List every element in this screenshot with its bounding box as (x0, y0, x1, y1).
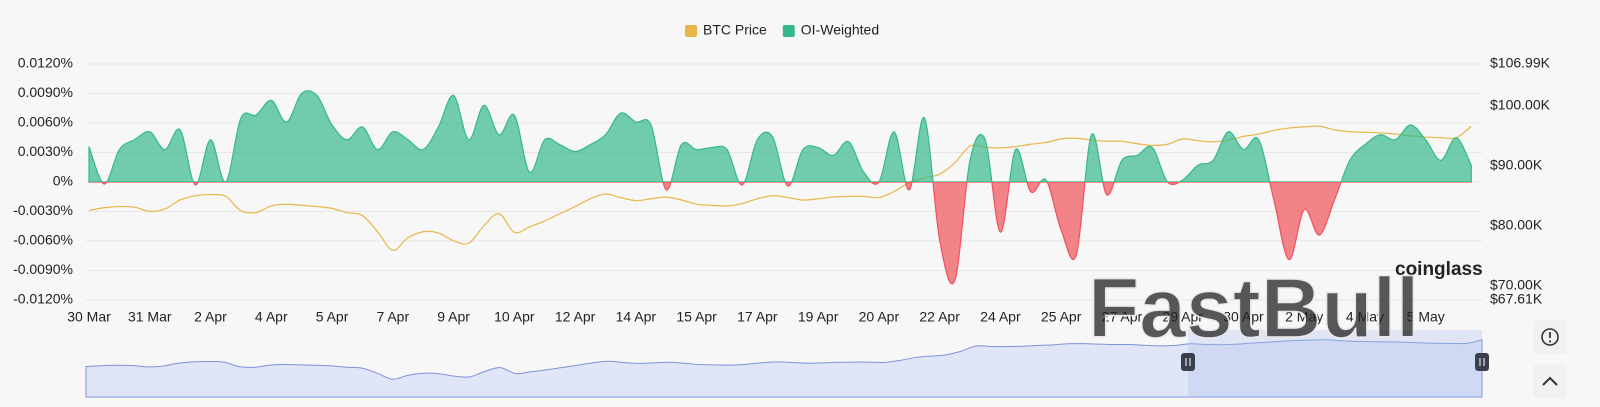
x-tick-label: 12 Apr (555, 309, 596, 325)
y-tick-label: 0.0030% (18, 143, 73, 159)
x-tick-label: 25 Apr (1041, 309, 1082, 325)
y-tick-label: 0.0060% (18, 114, 73, 130)
funding-area (88, 90, 1472, 285)
price-line (88, 125, 1472, 251)
navigator-area (85, 339, 1483, 398)
y2-tick-label: $100.00K (1490, 97, 1551, 113)
x-tick-label: 24 Apr (980, 309, 1021, 325)
y-tick-label: -0.0030% (13, 202, 73, 218)
x-tick-label: 2 Apr (194, 309, 227, 325)
navigator-handle (1475, 353, 1489, 371)
labels: -0.0120% -0.0090% -0.0060% -0.0030% 0% 0.0030… (13, 55, 1551, 325)
legend-swatch (782, 25, 795, 37)
x-tick-label: 5 May (1407, 309, 1445, 325)
x-tick-label: 30 Mar (67, 309, 111, 325)
legend-label: OI-Weighted (801, 22, 879, 38)
legend: BTC Price OI-Weighted (685, 22, 879, 38)
x-tick-label: 4 Apr (255, 309, 288, 325)
x-tick-label: 5 Apr (316, 309, 349, 325)
navigator-handle (1181, 353, 1195, 371)
x-tick-label: 20 Apr (859, 309, 900, 325)
y-tick-label: 0.0120% (18, 55, 73, 71)
y2-tick-label: $70.00K (1490, 276, 1543, 292)
x-tick-label: 31 Mar (128, 309, 172, 325)
legend-label: BTC Price (703, 22, 767, 38)
x-tick-label: 30 Apr (1223, 309, 1264, 325)
x-tick-label: 10 Apr (494, 309, 535, 325)
scroll-top-button[interactable] (1533, 364, 1567, 398)
x-tick-label: 9 Apr (437, 309, 470, 325)
watermark-coinglass: coinglass (1395, 259, 1483, 280)
y2-tick-label: $80.00K (1490, 216, 1543, 232)
x-tick-label: 4 May (1346, 309, 1384, 325)
y2-tick-label: $106.99K (1490, 55, 1551, 71)
y2-tick-label: $90.00K (1490, 157, 1543, 173)
plot (88, 90, 1472, 285)
x-tick-label: 14 Apr (616, 309, 657, 325)
x-tick-label: 27 Apr (1102, 309, 1143, 325)
navigator-selection (1188, 330, 1482, 397)
x-tick-label: 22 Apr (919, 309, 960, 325)
watermark-brand: FastBull (1088, 261, 1419, 355)
y-tick-label: -0.0120% (13, 291, 73, 307)
y-tick-label: -0.0060% (13, 232, 73, 248)
x-tick-label: 2 May (1285, 309, 1323, 325)
x-tick-label: 15 Apr (676, 309, 717, 325)
navigator[interactable] (85, 330, 1489, 398)
y2-tick-label: $67.61K (1490, 291, 1543, 307)
y-tick-label: 0% (53, 173, 73, 189)
y-tick-label: -0.0090% (13, 261, 73, 277)
legend-swatch (685, 25, 697, 37)
y-tick-label: 0.0090% (18, 84, 73, 100)
x-tick-label: 19 Apr (798, 309, 839, 325)
x-tick-label: 29 Apr (1162, 309, 1203, 325)
x-tick-label: 7 Apr (376, 309, 409, 325)
alert-button[interactable] (1533, 320, 1567, 354)
x-tick-label: 17 Apr (737, 309, 778, 325)
